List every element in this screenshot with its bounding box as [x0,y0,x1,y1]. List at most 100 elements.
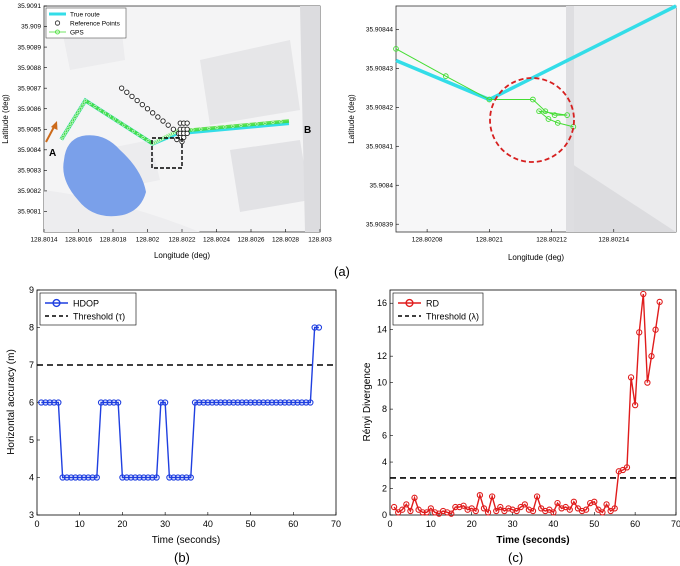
x-tick-label: 20 [467,519,477,529]
gps-point [70,121,74,125]
gps-point [112,117,116,121]
hdop-point [230,399,237,406]
hdop-point [68,474,75,481]
rd-point [403,501,410,508]
gps-point [63,132,67,136]
hdop-point [204,399,212,406]
rd-point [623,464,631,471]
rd-point [431,509,439,516]
rd-point [497,503,504,511]
x-tick-label: 70 [331,519,341,529]
rd-point [521,501,528,508]
reference-point [129,93,135,100]
hdop-point [144,474,152,481]
lake [63,135,146,217]
x-tick-label: 70 [671,519,680,529]
gps-point [83,98,87,103]
rd-point [444,509,451,516]
reference-point [124,89,130,95]
rd-point [558,505,565,512]
hdop-point [191,399,199,406]
rd-point [587,499,594,507]
hdop-point [106,399,113,406]
gps-point [542,108,549,115]
rd-point [480,505,488,512]
hdop-point [119,474,126,481]
gps-point [223,125,227,129]
legend-c: RD Threshold (λ) [392,292,484,326]
y-tick-label: 10 [377,378,387,388]
gps-point [73,115,77,119]
hdop-point [63,474,71,481]
label-start: A [49,148,56,159]
hdop-point [302,399,310,406]
gps-point [68,124,72,128]
hdop-point [76,474,83,481]
hdop-point [213,399,220,406]
hdop-point [315,324,323,331]
hdop-point [217,399,224,406]
hdop-point [221,399,229,406]
gps-point [59,137,63,142]
x-tick-label: 128.8018 [99,237,126,244]
rd-point [456,503,463,511]
rd-point [591,498,598,505]
gps-point [64,129,68,133]
hdop-point [132,474,139,481]
x-tick-label: 128.803 [308,237,332,244]
x-tick-label: 128.8016 [65,237,92,244]
gps-point [136,132,140,136]
rd-point [427,505,435,512]
y-tick-label: 35.9084 [18,147,42,154]
hdop-point [59,474,66,481]
x-tick-label: 30 [160,519,170,529]
gps-point [76,110,81,114]
y-tick-label: 6 [29,398,34,408]
rd-point [464,506,471,513]
rd-point [615,468,622,475]
gps-line [395,48,574,128]
x-tick-label: 128.80212 [536,237,567,244]
reference-point [144,106,151,112]
reference-point [134,97,140,104]
hdop-point [55,399,62,406]
y-tick-label: 35.90844 [366,27,393,34]
gps-point [78,107,82,111]
gps-point [152,141,156,145]
hdop-point [157,399,165,406]
y-tick-label: 35.90839 [366,221,393,228]
rd-point [644,379,651,386]
rd-point [411,494,418,501]
gps-point [393,46,399,52]
rd-point [529,507,537,515]
y-tick-label: 8 [29,323,34,333]
x-tick-label: 128.8022 [168,237,195,244]
hdop-point [196,399,203,406]
hdop-point [123,474,130,481]
y-tick-label: 7 [29,360,34,370]
gps-point [564,112,570,118]
hdop-point [273,399,280,406]
x-tick-label: 128.8024 [203,237,230,244]
rd-point [493,507,500,515]
rd-point [656,298,663,306]
legend-b: HDOP Threshold (τ) [39,292,137,326]
hdop-point [127,474,135,481]
y-tick-label: 35.9088 [18,65,42,72]
gps-point [154,140,158,144]
gps-point [166,134,170,138]
y-tick-label: 4 [382,457,387,467]
x-tick-label: 60 [630,519,640,529]
gps-point [486,96,493,103]
rd-point [550,509,557,516]
reference-point [170,126,177,132]
rd-point [390,503,398,511]
rd-point [542,507,549,515]
gps-point [156,139,160,143]
gps-point [131,129,136,133]
gps-point [554,120,561,126]
y-tick-label: 35.9086 [18,106,42,113]
y-tick-label: 12 [377,351,387,361]
rd-point [554,499,561,507]
hdop-point [247,399,254,406]
